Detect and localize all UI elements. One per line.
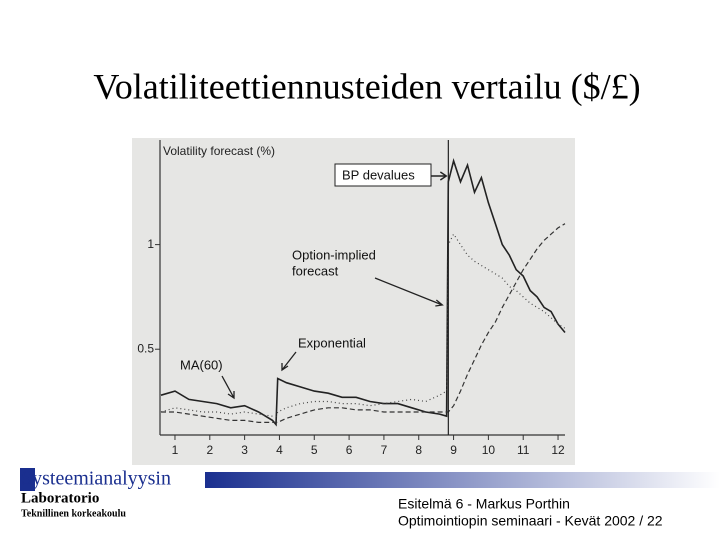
annotation: forecast — [292, 263, 339, 278]
annotation: MA(60) — [180, 357, 223, 372]
annotation-arrow — [374, 277, 444, 307]
annotation: Option-implied — [292, 247, 376, 262]
slide-title: Volatiliteettiennusteiden vertailu ($/£) — [93, 66, 640, 106]
x-tick-label: 10 — [482, 443, 496, 457]
y-tick-label: 1 — [147, 237, 154, 251]
logo-university: Teknillinen korkeakoulu — [21, 508, 126, 519]
x-tick-label: 8 — [415, 443, 422, 457]
x-tick-label: 3 — [241, 443, 248, 457]
x-tick-label: 7 — [381, 443, 388, 457]
logo-box — [20, 468, 35, 491]
chart: Volatility forecast (%)0.511 2 3 4 5 6 7 8 9 10 11… — [137, 140, 566, 457]
logo-lab: Laboratorio — [21, 490, 99, 506]
annotation-arrow — [431, 171, 448, 181]
x-tick-label: 9 — [450, 443, 457, 457]
logo-bar — [205, 472, 720, 488]
x-tick-label: 1 — [172, 443, 179, 457]
series-line — [160, 232, 566, 417]
series-line — [160, 158, 566, 427]
x-tick-label: 4 — [276, 443, 283, 457]
y-axis-title: Volatility forecast (%) — [163, 144, 275, 158]
footer-line: Esitelmä 6 - Markus Porthin — [398, 496, 570, 512]
x-tick-label: 12 — [551, 443, 565, 457]
footer-line: Optimointiopin seminaari - Kevät 2002 / … — [398, 513, 663, 529]
y-tick-label: 0.5 — [137, 341, 154, 355]
annotation-box — [334, 163, 432, 187]
series-line — [161, 223, 566, 423]
annotation: Exponential — [298, 335, 366, 350]
annotation-arrow — [221, 375, 235, 400]
annotation-arrow — [281, 351, 297, 372]
x-tick-label: 2 — [206, 443, 213, 457]
x-tick-label: 5 — [311, 443, 318, 457]
x-tick-label: 6 — [346, 443, 353, 457]
logo-name: Systeemianalyysin — [21, 468, 171, 490]
annotation: BP devalues — [342, 167, 415, 182]
x-tick-label: 11 — [517, 443, 530, 457]
chart-background — [132, 138, 575, 465]
